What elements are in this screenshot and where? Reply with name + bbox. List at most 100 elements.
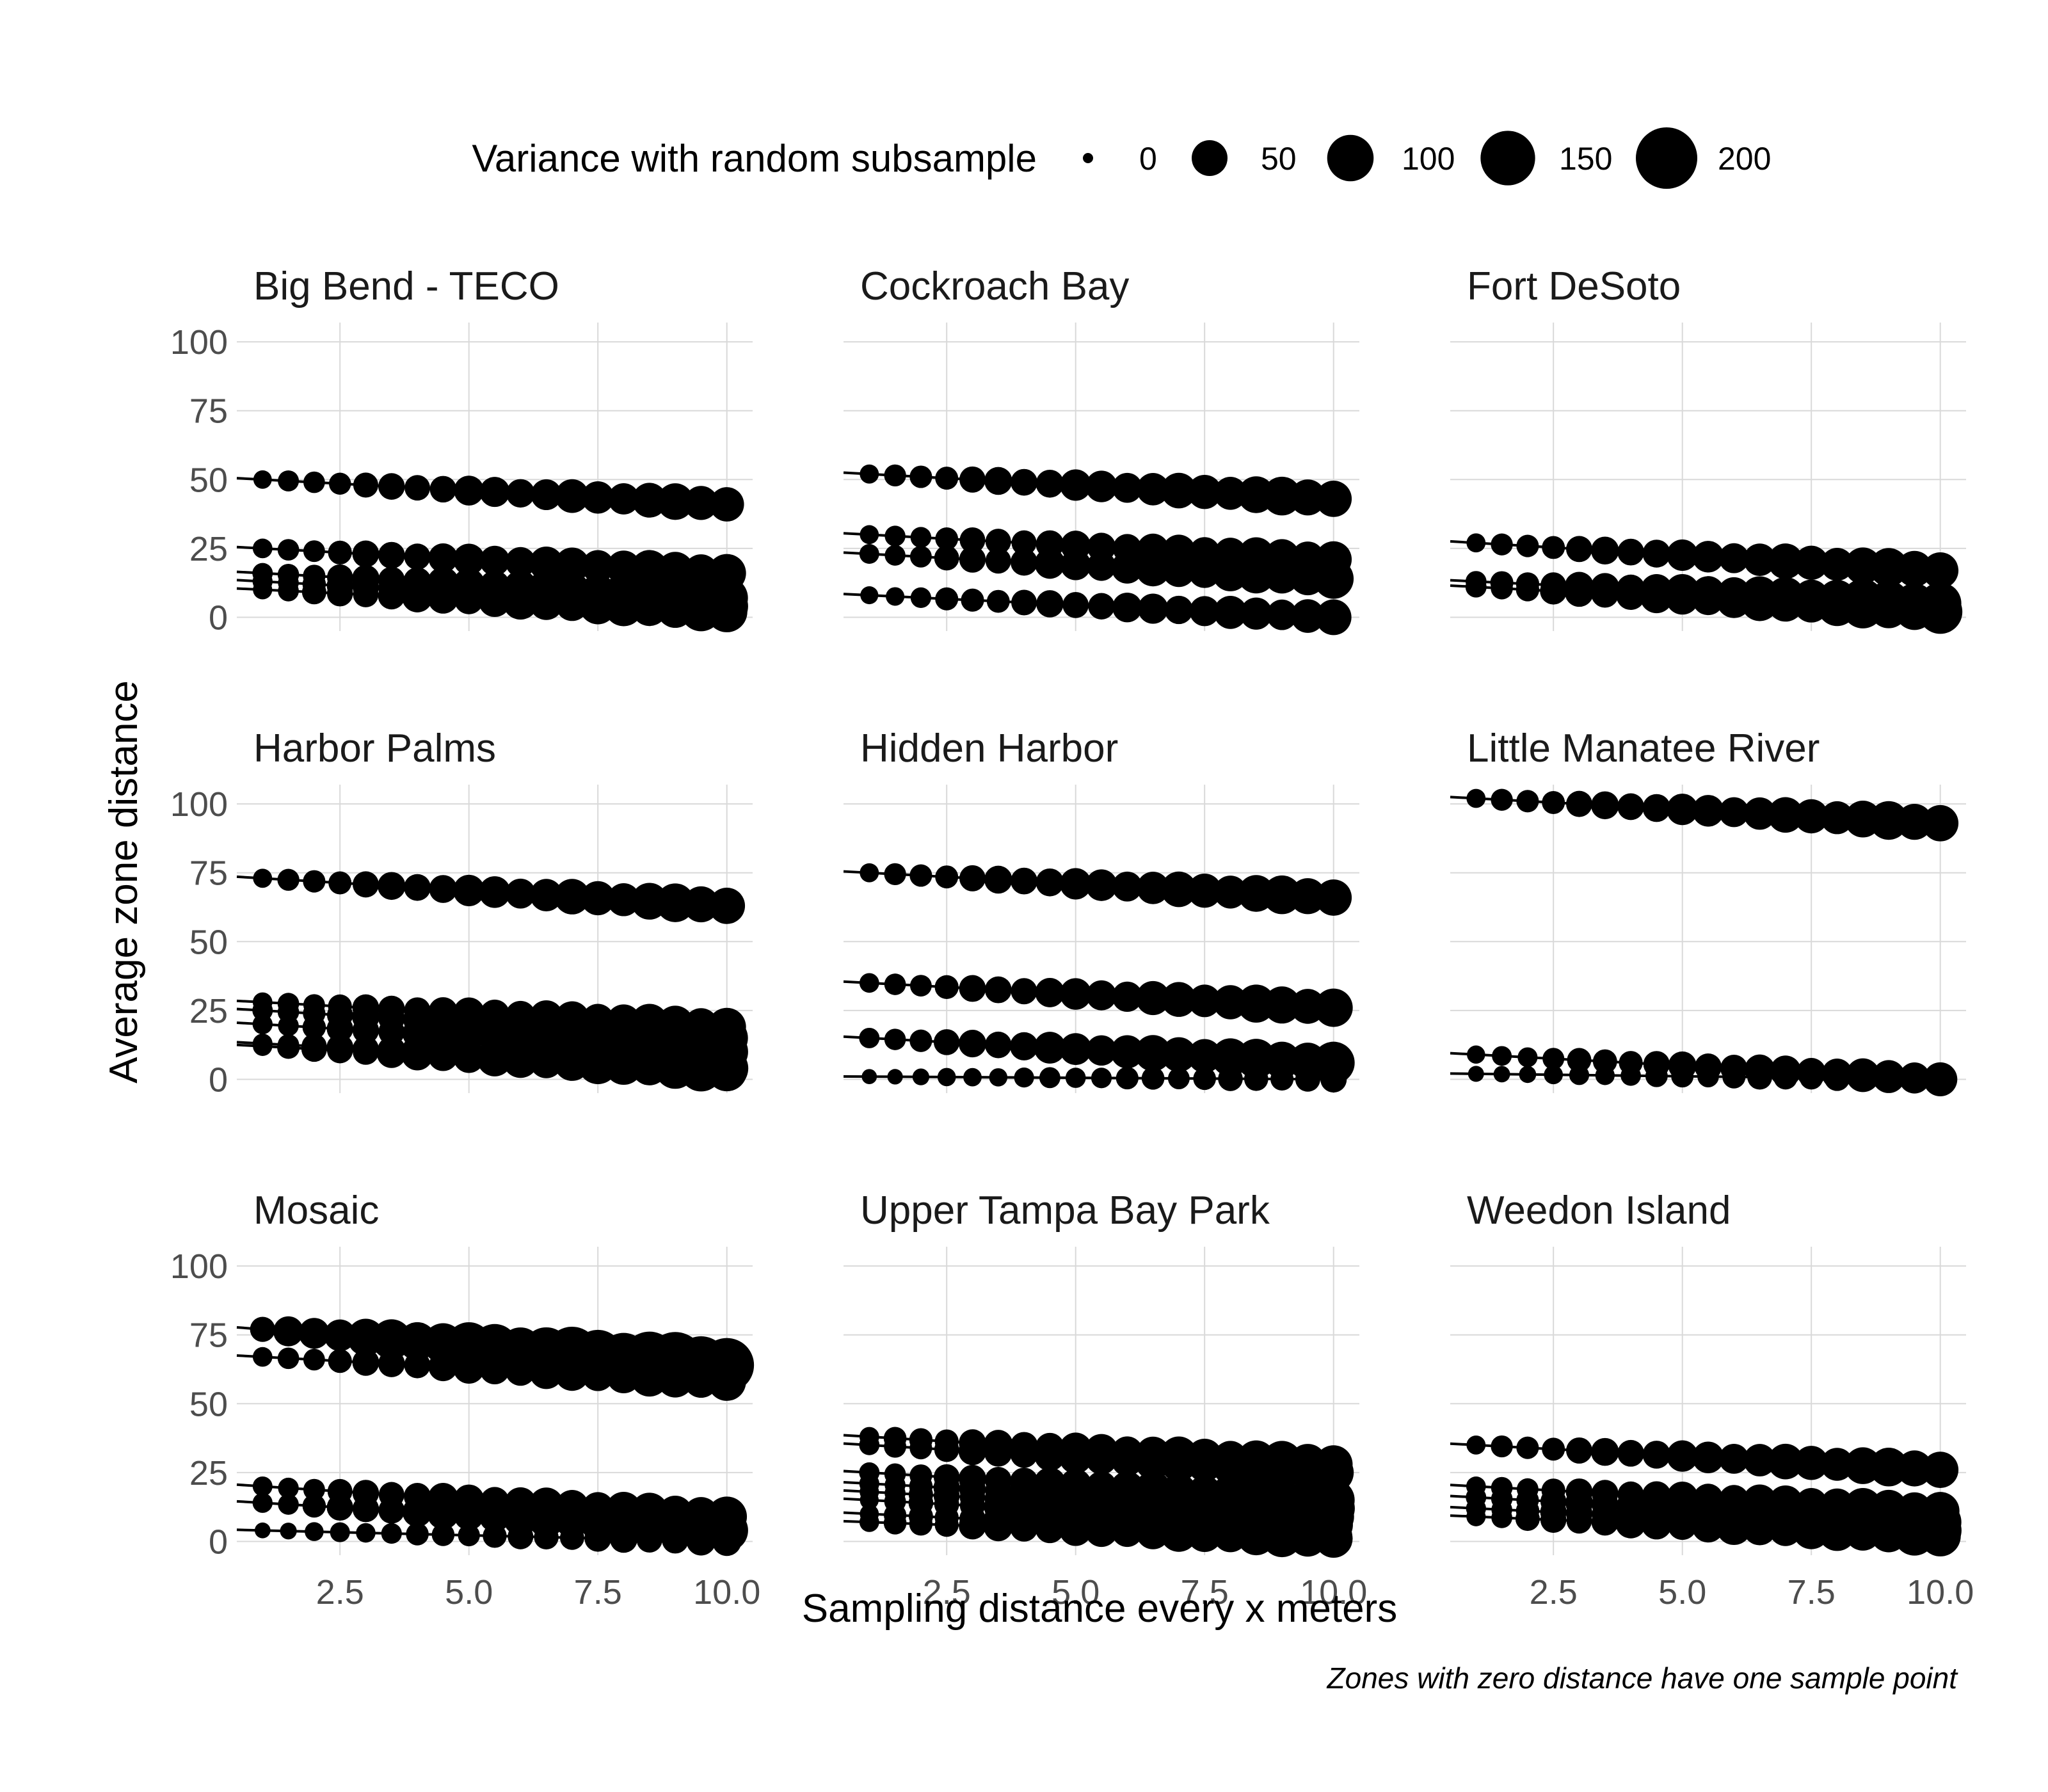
data-point [1466,1435,1486,1455]
data-point [1270,1067,1294,1091]
data-point [1794,799,1828,834]
data-point [328,1348,352,1373]
data-point [909,1029,932,1052]
data-point [1697,1066,1719,1087]
data-point [502,1042,539,1078]
data-point [1794,1446,1828,1480]
data-point [453,874,485,907]
data-point [1062,591,1089,618]
data-point [352,1496,380,1523]
data-point [707,1050,748,1092]
x-tick-label: 7.5 [574,1573,622,1612]
data-point [483,1524,507,1548]
data-point [381,1523,402,1544]
series-3 [1450,576,1963,634]
data-point [1135,1444,1171,1480]
data-point [1237,556,1276,594]
x-tick-label: 5.0 [1052,1573,1100,1612]
data-point [1218,1066,1243,1091]
series-1 [843,464,1352,517]
series-5 [236,1522,742,1556]
data-point [479,876,511,908]
data-point [1315,481,1352,517]
data-point [1671,1065,1694,1088]
data-point [278,1477,299,1499]
data-point [584,1524,612,1552]
data-point [1718,543,1749,573]
data-point [353,871,379,898]
data-point [353,582,379,607]
data-point [1213,876,1247,909]
data-point [1820,547,1854,581]
data-point [303,870,326,893]
data-point [1466,1507,1486,1526]
data-point [1313,558,1354,599]
data-point [859,973,879,993]
data-point [1820,801,1854,835]
data-point [1111,552,1144,584]
data-point [581,550,614,583]
data-point [1088,593,1115,620]
data-point [280,1523,297,1540]
x-tick-label: 2.5 [316,1573,364,1612]
data-point [1901,1066,1928,1092]
data-point [303,471,325,493]
y-tick-label: 100 [170,323,228,362]
data-point [479,1354,510,1384]
data-point [1692,583,1724,616]
data-point [431,1523,455,1546]
series-2 [843,1434,1354,1493]
data-point [277,1347,300,1370]
data-point [1722,1065,1746,1089]
data-point [1263,986,1301,1024]
facet-weedon-island: Weedon Island 2.5 5.0 7.5 10.0 [1450,1188,1974,1612]
data-point [636,1526,663,1553]
data-point [1818,1512,1857,1551]
data-point [935,467,959,490]
facet-title: Cockroach Bay [860,264,1129,308]
data-point [1519,1066,1537,1084]
data-point [529,1355,564,1389]
data-point [1087,552,1116,581]
data-point [859,1434,880,1455]
data-point [1085,470,1117,502]
data-point [1773,1065,1798,1090]
data-point [860,863,879,883]
legend-title: Variance with random subsample [472,137,1037,180]
data-point [958,1029,987,1058]
data-point [1896,1450,1933,1487]
data-point [1667,1510,1697,1540]
data-point [454,1500,484,1531]
data-point [252,1000,273,1021]
data-point [1160,1444,1197,1482]
data-point [909,545,932,568]
series-4 [236,1014,748,1073]
data-point [1036,590,1064,618]
data-point [959,865,986,892]
data-point [528,1501,564,1538]
data-point [1692,795,1724,827]
data-point [1112,592,1142,623]
data-point [453,1041,485,1073]
data-point [1137,473,1169,506]
data-point [1716,1509,1752,1546]
data-point [1188,984,1221,1018]
data-point [859,1512,879,1532]
y-tick-label: 50 [189,923,228,961]
data-point [1849,1065,1876,1092]
data-point [1566,1508,1592,1534]
data-point [1059,1441,1092,1474]
legend-label-50: 50 [1261,141,1297,177]
y-tick-label: 0 [209,1523,228,1561]
data-point [934,545,959,571]
data-point [479,1501,511,1532]
data-point [1492,1046,1512,1066]
data-point [581,481,614,514]
data-point [1187,474,1222,509]
data-point [1565,578,1594,607]
data-point [1667,1440,1699,1472]
data-point [1262,875,1302,915]
data-point [1110,1035,1144,1069]
data-point [1262,476,1302,516]
data-point [859,1027,880,1048]
